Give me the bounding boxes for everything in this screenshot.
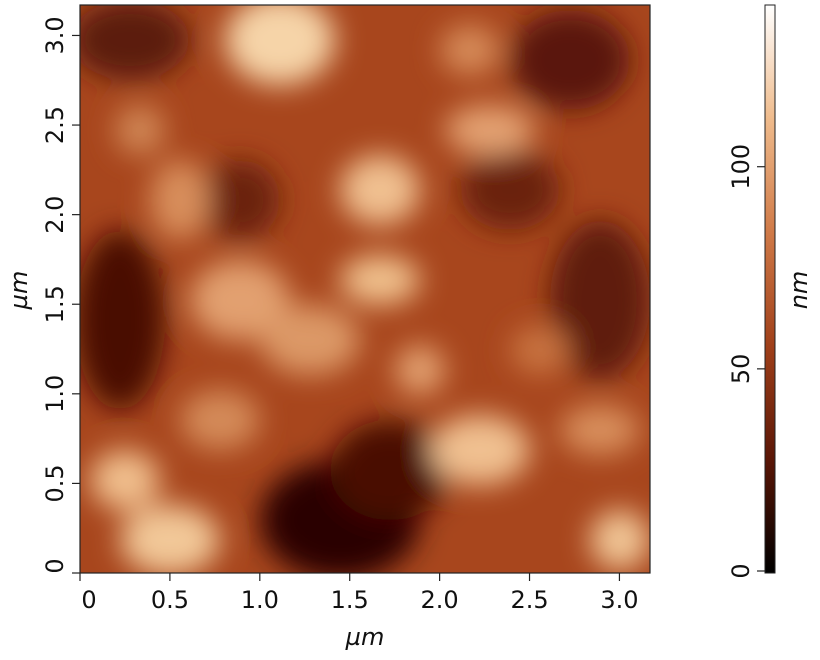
- plot-frame: [79, 4, 651, 574]
- colorbar-label: nm: [785, 271, 813, 310]
- y-tick-label: 1.5: [41, 285, 69, 323]
- x-axis-label: µm: [345, 623, 385, 651]
- y-tick-label: 0: [41, 558, 69, 573]
- x-tick-label: 0.5: [151, 586, 189, 614]
- y-tick-label: 2.5: [41, 106, 69, 144]
- colorbar: [764, 4, 776, 574]
- y-tick-label: 0.5: [41, 464, 69, 502]
- colorbar-tick-label: 50: [727, 354, 755, 385]
- x-tick-label: 0: [81, 586, 96, 614]
- colorbar-tick-label: 0: [727, 563, 755, 578]
- height-map: [80, 5, 650, 573]
- x-tick-label: 2.0: [421, 586, 459, 614]
- x-tick-label: 1.0: [241, 586, 279, 614]
- y-axis-label: µm: [5, 271, 33, 311]
- x-tick-label: 2.5: [510, 586, 548, 614]
- x-tick-label: 3.0: [600, 586, 638, 614]
- y-tick-label: 2.0: [41, 196, 69, 234]
- colorbar-tick-label: 100: [727, 144, 755, 190]
- x-tick-label: 1.5: [331, 586, 369, 614]
- y-tick-label: 3.0: [41, 16, 69, 54]
- y-tick-label: 1.0: [41, 375, 69, 413]
